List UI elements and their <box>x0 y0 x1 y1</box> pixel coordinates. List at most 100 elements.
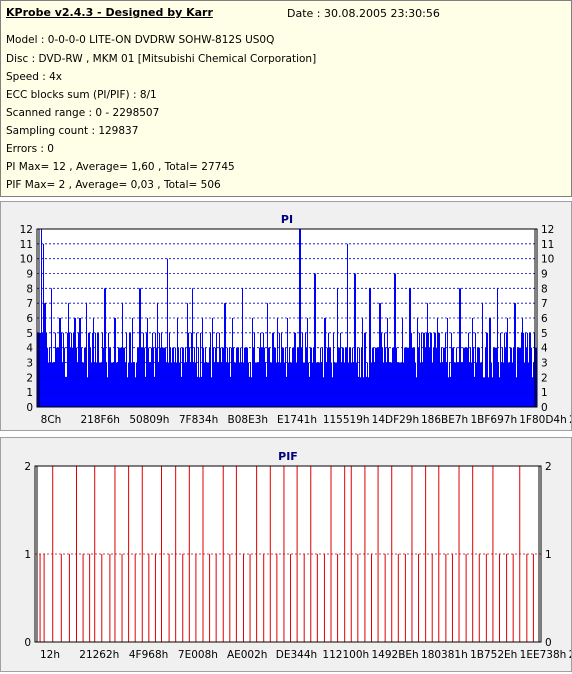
pi-bar <box>379 303 380 407</box>
pi-bar <box>519 347 520 407</box>
pi-bar <box>521 332 522 407</box>
pi-bar <box>323 377 324 407</box>
pi-bar <box>132 318 133 407</box>
pi-bar <box>231 347 232 407</box>
y-tick-label: 0 <box>26 402 33 414</box>
y-tick-label-right: 8 <box>541 283 548 295</box>
pi-bar <box>186 362 187 407</box>
y-tick-label-right: 0 <box>545 637 552 649</box>
x-tick-label: AE002h <box>227 649 268 661</box>
plot-border <box>36 228 538 408</box>
pi-bar <box>208 362 209 407</box>
pi-bar <box>280 362 281 407</box>
pi-bar <box>146 332 147 407</box>
pi-bar <box>199 377 200 407</box>
pi-bar <box>42 332 43 407</box>
pi-bar <box>341 362 342 407</box>
pi-bar <box>454 362 455 407</box>
pi-bar <box>491 362 492 407</box>
pi-bar <box>292 347 293 407</box>
pi-bar <box>514 303 515 407</box>
x-tick-label: 180381h <box>421 649 468 661</box>
pi-bar <box>371 362 372 407</box>
pi-bar <box>384 332 385 407</box>
y-tick-label: 4 <box>26 343 33 355</box>
pi-bar <box>276 362 277 407</box>
x-tick-label: DE344h <box>276 649 317 661</box>
pi-bar <box>144 347 145 407</box>
x-tick-label: 186BE7h <box>421 414 468 426</box>
pi-bar <box>103 347 104 407</box>
pi-bar <box>226 362 227 407</box>
y-tick-label: 2 <box>24 461 31 473</box>
pi-bar <box>304 362 305 407</box>
pi-bar <box>223 347 224 407</box>
x-tick-label: 7E008h <box>178 649 218 661</box>
pi-bar <box>98 332 99 407</box>
pi-bar <box>431 332 432 407</box>
pi-bar <box>263 332 264 407</box>
pi-bar <box>217 362 218 407</box>
pi-bar <box>396 347 397 407</box>
pi-bar <box>234 362 235 407</box>
info-disc: Disc : DVD-RW , MKM 01 [Mitsubishi Chemi… <box>6 53 317 65</box>
pi-bar <box>316 362 317 407</box>
pi-bar <box>268 347 269 407</box>
y-tick-label-right: 9 <box>541 269 548 281</box>
pi-bar <box>133 362 134 407</box>
pi-bar <box>397 362 398 407</box>
pi-bar <box>420 362 421 407</box>
pi-bar <box>443 347 444 407</box>
pi-bar <box>64 347 65 407</box>
pi-bar <box>61 332 62 407</box>
info-pif-stats: PIF Max= 2 , Average= 0,03 , Total= 506 <box>6 179 221 191</box>
pi-bar <box>479 347 480 407</box>
pi-bar <box>422 362 423 407</box>
pi-bar <box>507 318 508 407</box>
pi-bar <box>331 362 332 407</box>
pi-bar <box>365 332 366 407</box>
pi-bar <box>45 303 46 407</box>
pi-bar <box>455 362 456 407</box>
pi-bar <box>428 332 429 407</box>
y-tick-label-right: 3 <box>541 358 548 370</box>
pi-bar <box>174 362 175 407</box>
pi-bar <box>156 347 157 407</box>
pi-bar <box>82 362 83 407</box>
pi-bar <box>77 362 78 407</box>
info-panel: KProbe v2.4.3 - Designed by Karr Date : … <box>0 0 572 197</box>
pi-bar <box>51 288 52 407</box>
pi-bar <box>71 332 72 407</box>
pi-bar <box>319 362 320 407</box>
pi-bar <box>176 362 177 407</box>
pi-bar <box>239 362 240 407</box>
pi-bar <box>324 318 325 407</box>
pi-bar <box>364 332 365 407</box>
pi-bar <box>159 332 160 407</box>
pi-bar <box>108 332 109 407</box>
pi-chart-panel: PI 0 0 1 1 2 2 3 3 4 4 5 5 6 6 7 7 8 8 9 9 10 10 11 11 12 12 8Ch 218… <box>0 201 572 431</box>
pi-bar <box>240 347 241 407</box>
pi-bar <box>395 273 396 407</box>
pi-bar <box>438 332 439 407</box>
y-tick-label: 1 <box>26 387 33 399</box>
pi-bar <box>143 332 144 407</box>
pi-bar <box>380 303 381 407</box>
pi-bar <box>524 362 525 407</box>
x-tick-label: B08E3h <box>228 414 269 426</box>
pi-bar <box>347 243 348 407</box>
pi-bar <box>354 273 355 407</box>
x-tick-label: 115519h <box>323 414 370 426</box>
pif-chart: PIF 0 0 1 1 2 2 12h 21262h 4F968h 7E008h AE002h DE34… <box>24 450 572 661</box>
y-tick-label: 8 <box>26 283 33 295</box>
pi-bar <box>307 318 308 407</box>
pi-bar <box>462 362 463 407</box>
pi-bar <box>434 332 435 407</box>
pi-bar <box>421 332 422 407</box>
pi-bar <box>363 377 364 407</box>
pi-bar <box>131 362 132 407</box>
pi-bar <box>113 362 114 407</box>
pi-bar <box>122 303 123 407</box>
pi-bar <box>303 362 304 407</box>
